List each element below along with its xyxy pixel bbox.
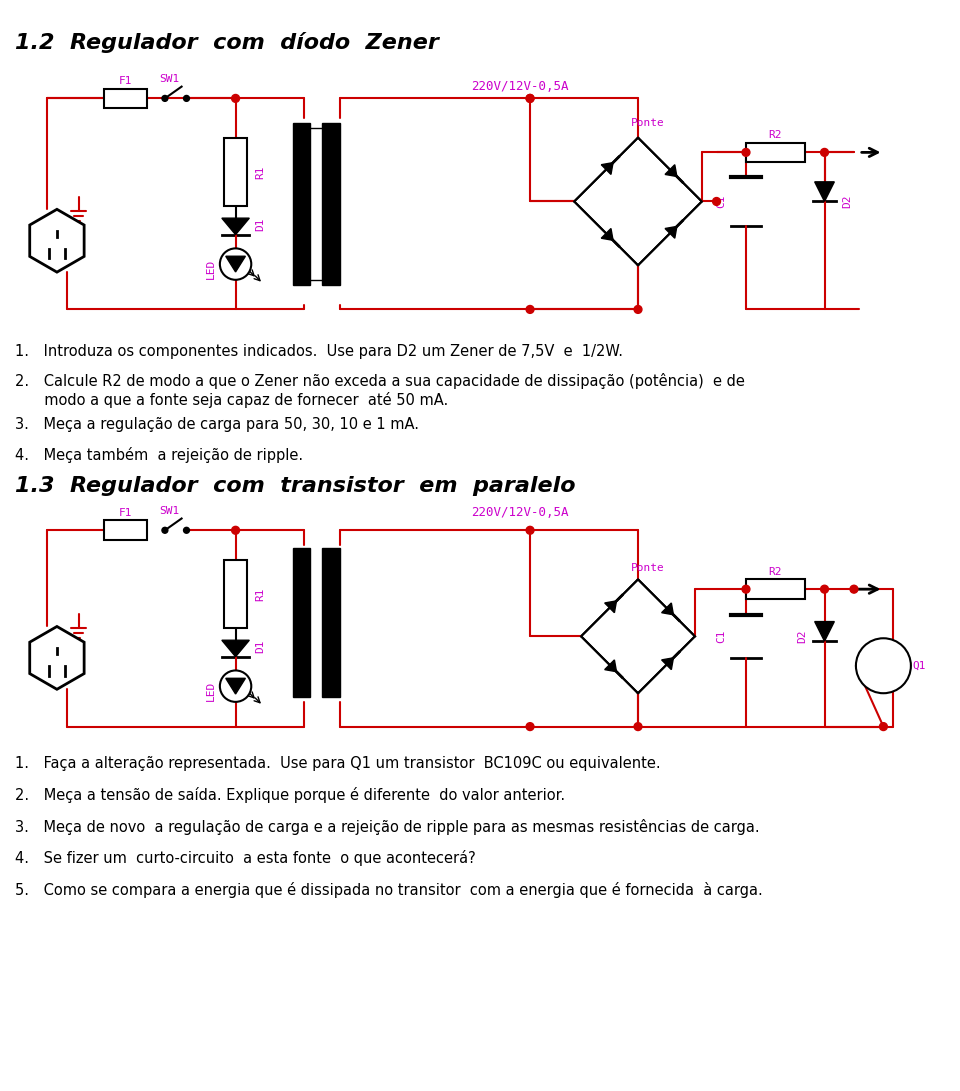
Text: SW1: SW1	[159, 74, 180, 84]
Bar	[293, 548, 310, 697]
Text: 1. Faça a alteração representada.  Use para Q1 um transistor  BC109C ou equivale: 1. Faça a alteração representada. Use pa…	[14, 756, 660, 771]
Text: Ponte: Ponte	[631, 563, 664, 573]
Text: Q1: Q1	[913, 661, 926, 671]
Bar	[746, 579, 804, 599]
Text: R1: R1	[255, 165, 265, 179]
Polygon shape	[815, 182, 834, 202]
Circle shape	[879, 722, 887, 731]
Text: 2. Meça a tensão de saída. Explique porque é diferente  do valor anterior.: 2. Meça a tensão de saída. Explique porq…	[14, 788, 564, 803]
Circle shape	[821, 148, 828, 156]
Polygon shape	[665, 165, 677, 177]
Polygon shape	[815, 622, 834, 642]
Text: 1.3  Regulador  com  transistor  em  paralelo: 1.3 Regulador com transistor em paralelo	[14, 477, 575, 496]
Text: LED: LED	[206, 681, 216, 702]
Text: 3. Meça a regulação de carga para 50, 30, 10 e 1 mA.: 3. Meça a regulação de carga para 50, 30…	[14, 418, 419, 432]
Circle shape	[220, 249, 252, 279]
Polygon shape	[226, 256, 246, 272]
Text: Ponte: Ponte	[631, 118, 664, 128]
Polygon shape	[222, 218, 250, 235]
Text: D1: D1	[255, 217, 265, 231]
Circle shape	[526, 305, 534, 313]
Text: 5. Como se compara a energia que é dissipada no transitor  com a energia que é f: 5. Como se compara a energia que é dissi…	[14, 882, 762, 898]
Circle shape	[526, 526, 534, 535]
Circle shape	[526, 722, 534, 731]
Circle shape	[526, 95, 534, 103]
Bar	[746, 143, 804, 163]
Polygon shape	[661, 658, 673, 670]
Text: R2: R2	[769, 566, 782, 576]
Polygon shape	[661, 603, 673, 614]
Circle shape	[712, 197, 720, 205]
Bar	[322, 123, 340, 285]
Bar	[104, 520, 147, 540]
Circle shape	[526, 95, 534, 103]
Text: D2: D2	[797, 630, 806, 643]
Text: R2: R2	[769, 130, 782, 140]
Text: D1: D1	[255, 639, 265, 652]
Text: 4. Meça também  a rejeição de ripple.: 4. Meça também a rejeição de ripple.	[14, 447, 302, 463]
Polygon shape	[226, 679, 246, 694]
Circle shape	[162, 527, 168, 533]
Polygon shape	[605, 601, 616, 613]
Text: 220V/12V-0,5A: 220V/12V-0,5A	[471, 80, 568, 93]
Text: 4. Se fizer um  curto-circuito  a esta fonte  o que acontecerá?: 4. Se fizer um curto-circuito a esta fon…	[14, 850, 475, 866]
Bar	[104, 88, 147, 108]
Circle shape	[231, 526, 239, 535]
Circle shape	[231, 95, 239, 103]
Text: F1: F1	[119, 75, 132, 86]
Bar	[322, 548, 340, 697]
Text: 3. Meça de novo  a regulação de carga e a rejeição de ripple para as mesmas resi: 3. Meça de novo a regulação de carga e a…	[14, 819, 759, 835]
Circle shape	[850, 585, 858, 594]
Text: LED: LED	[206, 259, 216, 279]
Text: 1.2  Regulador  com  díodo  Zener: 1.2 Regulador com díodo Zener	[14, 32, 439, 52]
Circle shape	[635, 305, 642, 313]
Text: R1: R1	[255, 587, 265, 601]
Text: C1: C1	[716, 194, 727, 208]
Circle shape	[635, 722, 642, 731]
Text: 1. Introduza os componentes indicados.  Use para D2 um Zener de 7,5V  e  1/2W.: 1. Introduza os componentes indicados. U…	[14, 344, 623, 359]
Polygon shape	[601, 228, 613, 240]
Bar	[224, 560, 248, 628]
Bar	[224, 137, 248, 206]
Text: 220V/12V-0,5A: 220V/12V-0,5A	[471, 506, 568, 519]
Text: F1: F1	[119, 507, 132, 517]
Polygon shape	[222, 640, 250, 657]
Text: D2: D2	[842, 194, 852, 208]
Circle shape	[162, 95, 168, 101]
Bar	[293, 123, 310, 285]
Circle shape	[742, 148, 750, 156]
Circle shape	[220, 671, 252, 702]
Text: 2. Calcule R2 de modo a que o Zener não exceda a sua capacidade de dissipação (p: 2. Calcule R2 de modo a que o Zener não …	[14, 373, 745, 408]
Text: C1: C1	[716, 630, 727, 643]
Circle shape	[856, 638, 911, 693]
Polygon shape	[601, 163, 613, 175]
Polygon shape	[665, 227, 677, 238]
Circle shape	[742, 585, 750, 594]
Circle shape	[821, 585, 828, 594]
Polygon shape	[605, 660, 616, 672]
Text: SW1: SW1	[159, 505, 180, 516]
Circle shape	[183, 527, 189, 533]
Circle shape	[183, 95, 189, 101]
